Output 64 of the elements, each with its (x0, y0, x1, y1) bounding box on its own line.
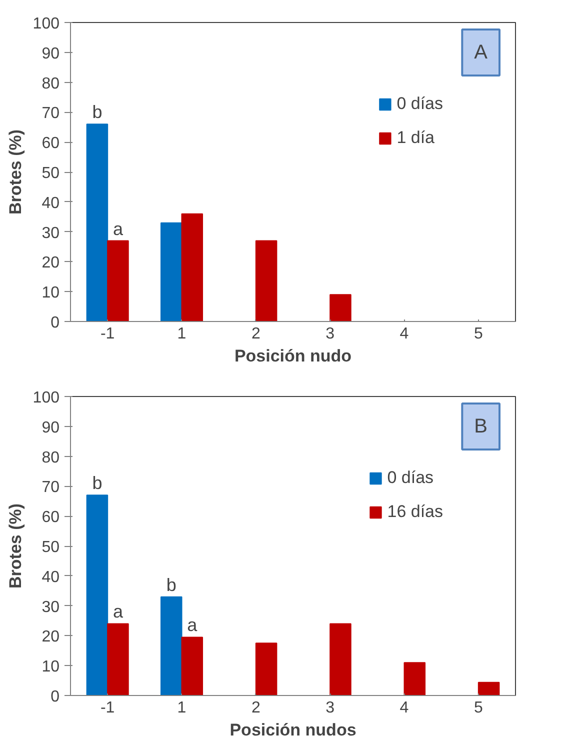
y-axis-title: Brotes (%) (6, 129, 25, 215)
y-tick-label: 100 (32, 390, 60, 406)
bar (404, 662, 426, 696)
y-tick-label: 70 (42, 479, 60, 496)
bar (86, 494, 108, 696)
legend-label: 0 días (387, 468, 434, 488)
y-tick-label: 10 (42, 284, 60, 302)
y-tick-label: 90 (42, 419, 60, 436)
annotation: b (92, 473, 102, 494)
x-tick-label: 1 (177, 700, 186, 716)
y-tick-label: 10 (42, 658, 60, 676)
x-tick-label: 4 (400, 326, 409, 342)
y-tick-label: 20 (42, 254, 60, 272)
bar (160, 596, 182, 696)
x-tick-label: -1 (100, 700, 115, 716)
y-tick-label: 40 (42, 194, 60, 212)
y-tick-label: 60 (42, 135, 60, 152)
bar (107, 240, 129, 322)
x-tick-label: 2 (251, 326, 260, 342)
x-tick-label: 2 (251, 700, 260, 716)
bar (255, 240, 278, 322)
x-tick-label: -1 (100, 326, 115, 342)
legend-label: 1 día (396, 128, 434, 148)
y-tick-label: 40 (42, 568, 60, 586)
y-tick-label: 80 (42, 75, 60, 92)
bar (255, 642, 278, 696)
y-tick-label: 90 (42, 45, 60, 62)
annotation: A (474, 42, 488, 64)
y-tick-label: 80 (42, 449, 60, 466)
y-tick-label: 50 (42, 165, 60, 182)
y-tick-label: 20 (42, 628, 60, 646)
y-tick-label: 0 (50, 688, 60, 706)
annotation: b (92, 102, 102, 122)
annotation: a (112, 602, 124, 622)
bar (160, 222, 182, 322)
bar (181, 636, 204, 696)
x-tick-label: 5 (474, 700, 483, 716)
bar (107, 623, 129, 696)
y-tick-label: 50 (42, 539, 60, 556)
x-axis-title: Posición nudo (234, 346, 352, 366)
bar (181, 213, 204, 322)
y-tick-label: 60 (42, 509, 60, 526)
y-tick-label: 70 (42, 105, 60, 122)
bar (478, 682, 500, 696)
x-tick-label: 4 (400, 700, 409, 716)
x-tick-label: 1 (177, 326, 186, 342)
annotation: a (187, 615, 198, 636)
y-axis-title: Brotes (%) (6, 503, 25, 589)
legend-label: 0 días (396, 94, 443, 114)
x-tick-label: 3 (326, 700, 335, 716)
bar (86, 124, 108, 322)
y-tick-label: 30 (42, 224, 60, 242)
y-tick-label: 100 (32, 16, 60, 32)
y-tick-label: 0 (50, 314, 60, 332)
x-tick-label: 3 (326, 326, 335, 342)
annotation: a (112, 218, 124, 239)
legend-label: 16 días (387, 502, 443, 522)
annotation: b (166, 574, 176, 595)
bar (330, 294, 352, 322)
bar (330, 623, 352, 696)
annotation: B (474, 416, 488, 438)
y-tick-label: 30 (42, 598, 60, 616)
x-axis-title: Posición nudos (230, 720, 356, 740)
x-tick-label: 5 (474, 326, 483, 342)
